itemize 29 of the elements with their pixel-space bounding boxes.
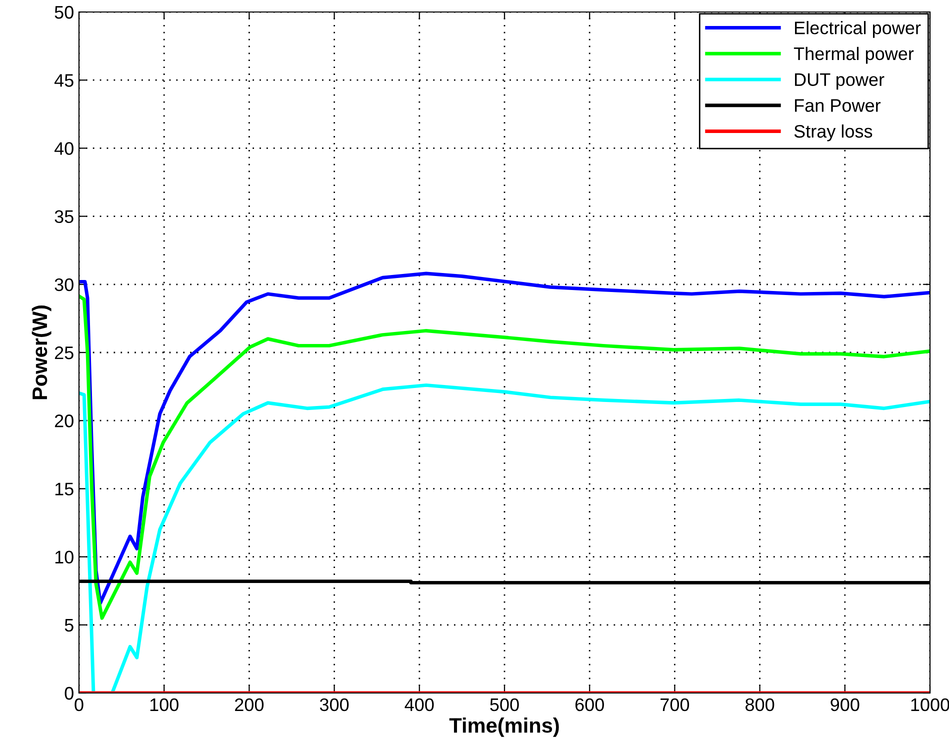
x-tick-label: 700 (660, 698, 690, 712)
y-tick-label: 20 (54, 414, 74, 428)
y-tick-label: 10 (55, 550, 74, 564)
x-tick-label: 100 (150, 698, 178, 712)
x-tick-label: 900 (830, 698, 860, 712)
x-tick-label: 600 (575, 698, 604, 712)
x-tick-label: 0 (74, 698, 84, 712)
y-tick-label: 15 (55, 482, 74, 496)
legend-label: Stray loss (794, 124, 872, 142)
x-tick-label: 500 (490, 698, 519, 712)
y-tick-label: 30 (54, 278, 74, 292)
y-tick-label: 35 (54, 210, 74, 224)
x-tick-label: 300 (320, 698, 349, 712)
x-tick-label: 1000 (911, 698, 949, 712)
legend-label: DUT power (795, 73, 884, 90)
x-axis-title: Time(mins) (449, 717, 559, 737)
legend-label: Fan Power (795, 99, 881, 112)
y-tick-label: 5 (64, 619, 74, 632)
y-tick-label: 45 (54, 74, 74, 87)
y-tick-label: 50 (54, 6, 74, 19)
legend-label: Thermal power (794, 46, 914, 64)
y-tick-label: 25 (54, 346, 74, 360)
y-tick-label: 0 (64, 686, 74, 700)
x-tick-label: 800 (746, 698, 774, 712)
x-tick-label: 200 (235, 698, 264, 712)
x-tick-label: 400 (404, 698, 434, 712)
legend-label: Electrical power (795, 21, 921, 38)
y-tick-label: 40 (54, 142, 74, 155)
y-axis-title: Power(W) (32, 306, 52, 400)
